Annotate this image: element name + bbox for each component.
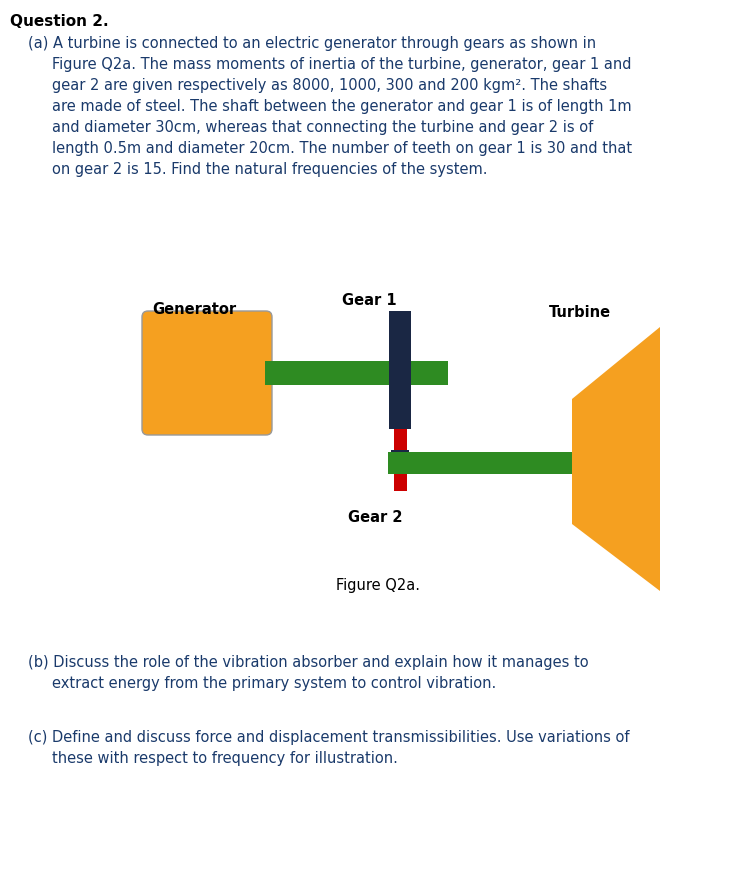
- Text: these with respect to frequency for illustration.: these with respect to frequency for illu…: [52, 750, 398, 765]
- Text: Figure Q2a.: Figure Q2a.: [335, 578, 420, 593]
- Text: gear 2 are given respectively as 8000, 1000, 300 and 200 kgm². The shafts: gear 2 are given respectively as 8000, 1…: [52, 78, 607, 93]
- Text: Turbine: Turbine: [549, 305, 611, 320]
- Text: (a) A turbine is connected to an electric generator through gears as shown in: (a) A turbine is connected to an electri…: [28, 36, 596, 51]
- Text: and diameter 30cm, whereas that connecting the turbine and gear 2 is of: and diameter 30cm, whereas that connecti…: [52, 120, 593, 135]
- Text: (c) Define and discuss force and displacement transmissibilities. Use variations: (c) Define and discuss force and displac…: [28, 730, 630, 744]
- Text: are made of steel. The shaft between the generator and gear 1 is of length 1m: are made of steel. The shaft between the…: [52, 99, 632, 114]
- Text: Generator: Generator: [152, 301, 236, 316]
- Text: Gear 2: Gear 2: [348, 510, 402, 525]
- Text: (b) Discuss the role of the vibration absorber and explain how it manages to: (b) Discuss the role of the vibration ab…: [28, 654, 589, 670]
- Bar: [389, 312, 411, 429]
- FancyBboxPatch shape: [142, 312, 272, 435]
- Text: Figure Q2a. The mass moments of inertia of the turbine, generator, gear 1 and: Figure Q2a. The mass moments of inertia …: [52, 57, 631, 72]
- Text: Question 2.: Question 2.: [10, 14, 109, 29]
- Text: Gear 1: Gear 1: [342, 292, 396, 308]
- Bar: [393, 429, 406, 492]
- Bar: [391, 451, 409, 468]
- Bar: [265, 361, 448, 385]
- Text: extract energy from the primary system to control vibration.: extract energy from the primary system t…: [52, 675, 496, 690]
- Bar: [388, 452, 572, 475]
- Text: on gear 2 is 15. Find the natural frequencies of the system.: on gear 2 is 15. Find the natural freque…: [52, 162, 488, 177]
- Polygon shape: [572, 327, 660, 591]
- Text: length 0.5m and diameter 20cm. The number of teeth on gear 1 is 30 and that: length 0.5m and diameter 20cm. The numbe…: [52, 141, 632, 156]
